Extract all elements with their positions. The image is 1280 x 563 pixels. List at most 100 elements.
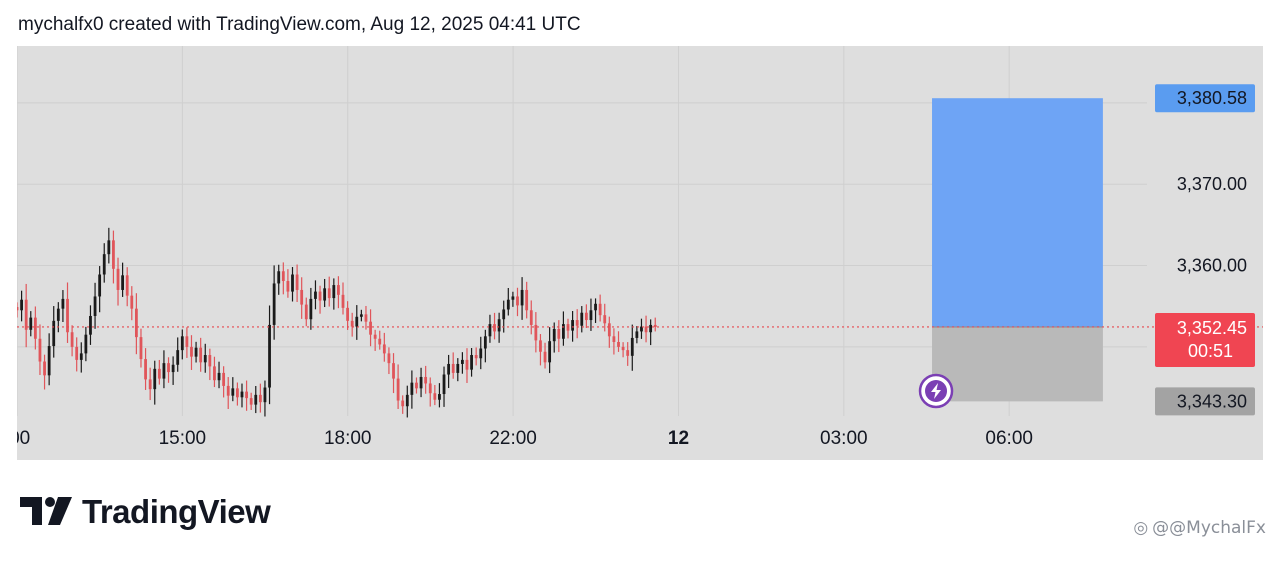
candle-body	[52, 320, 56, 347]
candle-body	[47, 346, 51, 376]
candle-body	[213, 366, 216, 381]
candle-body	[38, 338, 42, 362]
candle-body	[479, 348, 483, 359]
time-tick-label: 03:00	[820, 428, 868, 449]
candle-body	[630, 337, 634, 356]
candle-body	[222, 372, 226, 386]
candle-body	[125, 275, 129, 296]
candle-body	[497, 319, 501, 332]
candle-body	[438, 394, 441, 400]
candle-body	[134, 308, 138, 338]
target-zone[interactable]	[932, 98, 1103, 327]
candle-body	[369, 321, 372, 335]
candle-body	[364, 314, 368, 322]
candle-body	[575, 320, 579, 326]
candle-body	[548, 341, 552, 363]
candle-body	[571, 320, 574, 331]
candle-body	[635, 331, 639, 338]
candle-body	[199, 347, 203, 363]
candle-body	[470, 355, 473, 370]
candle-body	[263, 387, 267, 403]
candle-body	[341, 294, 345, 308]
current-price-box[interactable]	[1155, 312, 1255, 367]
candle-body	[359, 314, 363, 317]
candle-body	[112, 240, 115, 269]
candle-body	[511, 296, 515, 300]
candle-body	[281, 271, 285, 282]
candle-body	[314, 291, 317, 299]
candle-body	[584, 312, 588, 321]
candle-body	[180, 336, 184, 351]
candle-body	[644, 326, 648, 333]
candle-body	[258, 394, 262, 403]
stop-price-label-box[interactable]	[1155, 387, 1255, 416]
candle-body	[483, 336, 487, 349]
stop-zone[interactable]	[932, 326, 1103, 402]
candle-body	[373, 334, 377, 339]
candle-body	[176, 350, 180, 365]
watermark-handle: @@MychalFx	[1152, 518, 1266, 538]
candle-body	[194, 347, 198, 357]
candle-body	[621, 346, 625, 351]
candle-body	[649, 324, 653, 333]
candle-body	[465, 359, 469, 370]
candle-body	[401, 400, 405, 407]
candle-body	[98, 274, 102, 297]
candle-body	[231, 388, 235, 396]
candle-body	[79, 353, 83, 360]
candle-body	[17, 307, 19, 311]
candle-body	[24, 299, 28, 330]
candle-body	[203, 355, 207, 363]
candle-body	[474, 355, 478, 359]
candle-body	[272, 283, 276, 325]
candle-body	[442, 374, 446, 395]
candle-body	[451, 363, 455, 373]
candle-body	[327, 288, 331, 299]
candle-body	[254, 394, 258, 405]
candle-body	[653, 324, 657, 327]
candle-body	[217, 372, 221, 381]
candle-body	[116, 268, 120, 290]
time-tick-label: 06:00	[985, 428, 1033, 449]
candle-body	[387, 353, 391, 364]
candle-body	[240, 391, 244, 398]
target-price-label: 3,380.58	[1177, 88, 1247, 108]
tradingview-logo: TradingView	[20, 492, 271, 532]
chart-area[interactable]: 3,360.00 3,370.00 3,380.58 3,343.30 3,352.45…	[17, 46, 1263, 460]
candle-body	[488, 324, 492, 337]
stop-price-label: 3,343.30	[1177, 391, 1247, 411]
candle-body	[268, 324, 271, 388]
candle-body	[589, 310, 593, 321]
candle-body	[405, 394, 409, 407]
candle-body	[226, 385, 230, 396]
time-tick-label: 12	[668, 428, 689, 449]
candle-body	[603, 315, 607, 324]
candle-body	[626, 350, 630, 356]
candle-body	[208, 355, 212, 367]
candle-body	[295, 274, 299, 290]
candle-body	[520, 289, 524, 306]
candle-body	[75, 346, 79, 360]
candle-body	[350, 320, 354, 327]
candle-body	[456, 363, 460, 373]
candle-body	[552, 328, 556, 342]
candle-body	[493, 324, 496, 332]
candle-body	[410, 382, 414, 395]
target-price-label-box[interactable]	[1155, 84, 1255, 113]
candle-body	[539, 340, 542, 352]
candle-body	[277, 271, 281, 284]
candle-body	[323, 288, 327, 301]
candle-body	[598, 303, 602, 316]
candle-body	[20, 299, 23, 311]
candlestick-chart[interactable]: 3,360.00 3,370.00 3,380.58 3,343.30 3,352.45…	[17, 46, 1263, 460]
candle-body	[594, 303, 597, 311]
candle-body	[424, 376, 428, 384]
candle-body	[171, 364, 175, 373]
candle-body	[121, 275, 125, 290]
candle-body	[148, 379, 152, 390]
candle-body	[346, 307, 349, 321]
candle-body	[543, 351, 547, 363]
candle-body	[33, 317, 37, 339]
candle-body	[557, 328, 561, 339]
candle-body	[153, 368, 157, 390]
